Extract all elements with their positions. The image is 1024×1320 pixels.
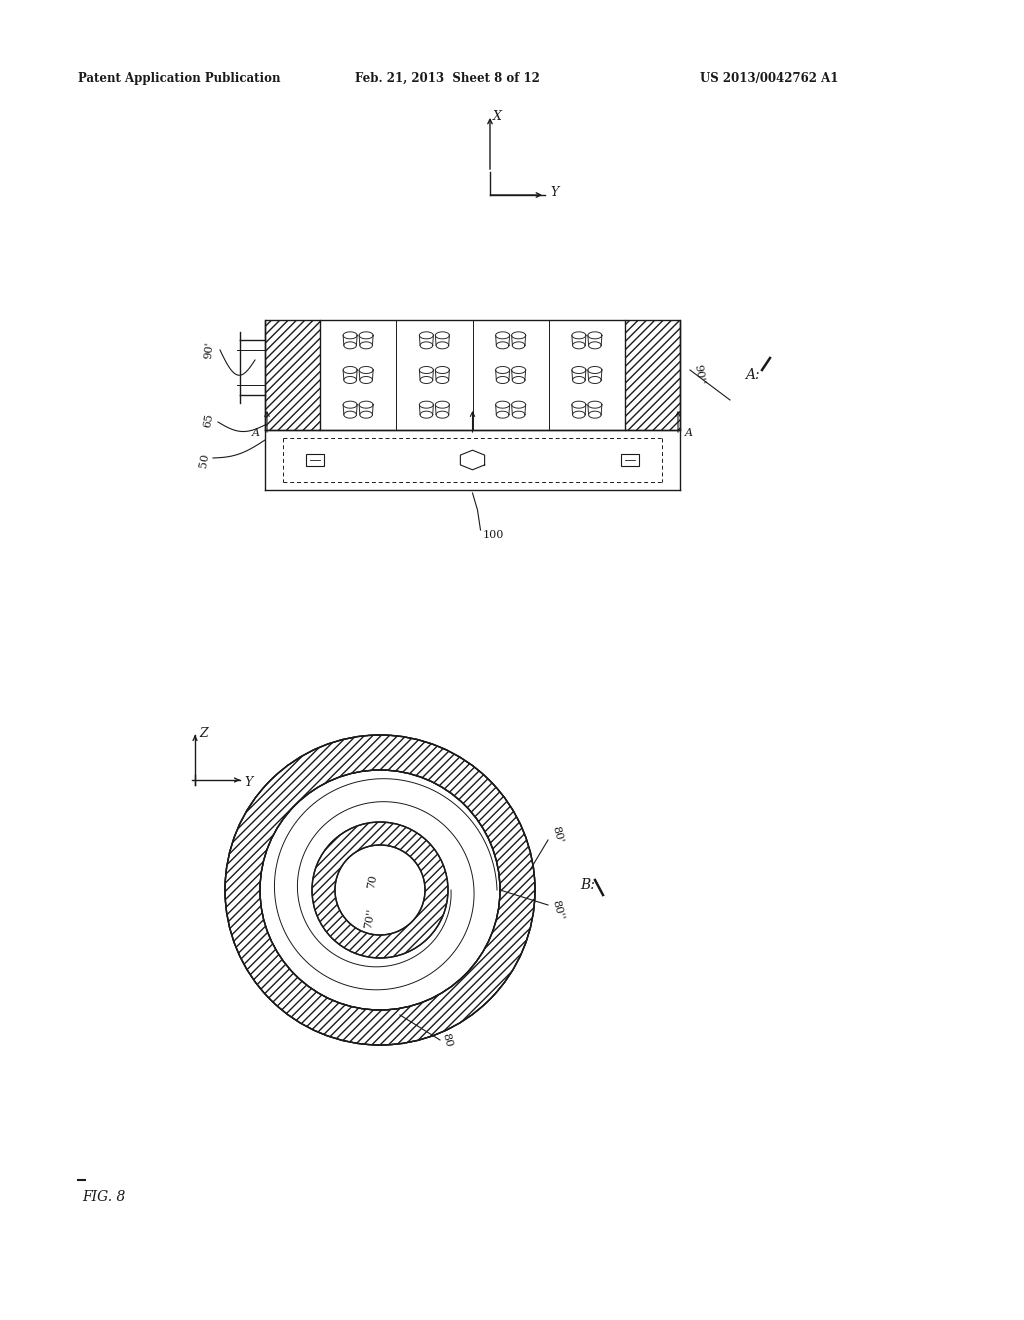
Text: 65: 65 [203,412,215,428]
Text: Y: Y [550,186,558,198]
Text: A:: A: [745,368,760,381]
Text: 90'': 90'' [692,364,706,385]
Text: 70: 70 [366,874,378,890]
Text: 80: 80 [440,1032,454,1048]
Text: US 2013/0042762 A1: US 2013/0042762 A1 [700,73,839,84]
Text: 100: 100 [482,531,504,540]
Text: 50: 50 [198,453,210,467]
Text: Y: Y [244,776,252,788]
Text: 70'': 70'' [364,907,377,929]
Circle shape [260,770,500,1010]
Text: Feb. 21, 2013  Sheet 8 of 12: Feb. 21, 2013 Sheet 8 of 12 [355,73,540,84]
Bar [306,454,324,466]
Text: FIG. 8: FIG. 8 [82,1191,125,1204]
Bar [625,319,680,430]
Bar [265,319,319,430]
Text: 80': 80' [550,825,564,845]
Text: A: A [252,428,260,438]
Text: A: A [685,428,693,438]
Text: 90': 90' [204,341,215,359]
Text: X: X [493,110,502,123]
Text: B:: B: [580,878,595,892]
Text: Z: Z [199,727,208,741]
Text: Patent Application Publication: Patent Application Publication [78,73,281,84]
Text: 80'': 80'' [550,899,565,921]
Bar [621,454,639,466]
